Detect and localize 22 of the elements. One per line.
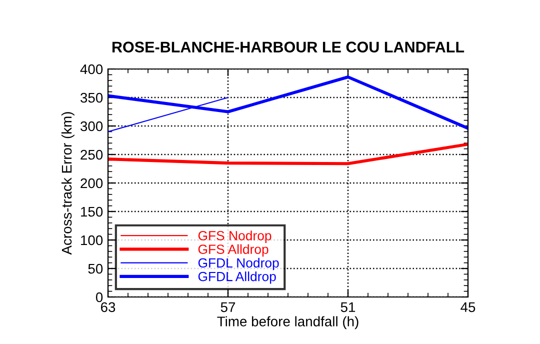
x-tick-label: 45 [460, 302, 476, 312]
legend-label: GFDL Nodrop [198, 258, 279, 270]
chart-title: ROSE-BLANCHE-HARBOUR LE COU LANDFALL [112, 42, 464, 52]
y-tick-label: 150 [81, 206, 103, 217]
y-tick-label: 100 [81, 235, 103, 246]
x-tick-label: 51 [340, 302, 356, 312]
line-series [108, 75, 468, 130]
line-series [108, 142, 468, 166]
y-tick-label: 400 [80, 64, 103, 74]
legend-label: GFS Nodrop [198, 230, 272, 243]
y-tick-label: 0 [96, 292, 103, 302]
y-axis-title: Across-track Error (km) [61, 112, 74, 255]
y-tick-label: 200 [80, 178, 103, 188]
x-tick-label: 57 [220, 302, 236, 312]
y-tick-label: 300 [80, 121, 103, 132]
y-tick-label: 350 [80, 92, 103, 103]
y-tick-label: 50 [88, 264, 103, 274]
x-tick-label: 63 [100, 302, 116, 312]
y-tick-label: 250 [80, 150, 103, 160]
legend-label: GFS Alldrop [198, 244, 268, 257]
x-axis-title: Time before landfall (h) [217, 316, 358, 330]
legend-label: GFDL Alldrop [198, 272, 276, 284]
